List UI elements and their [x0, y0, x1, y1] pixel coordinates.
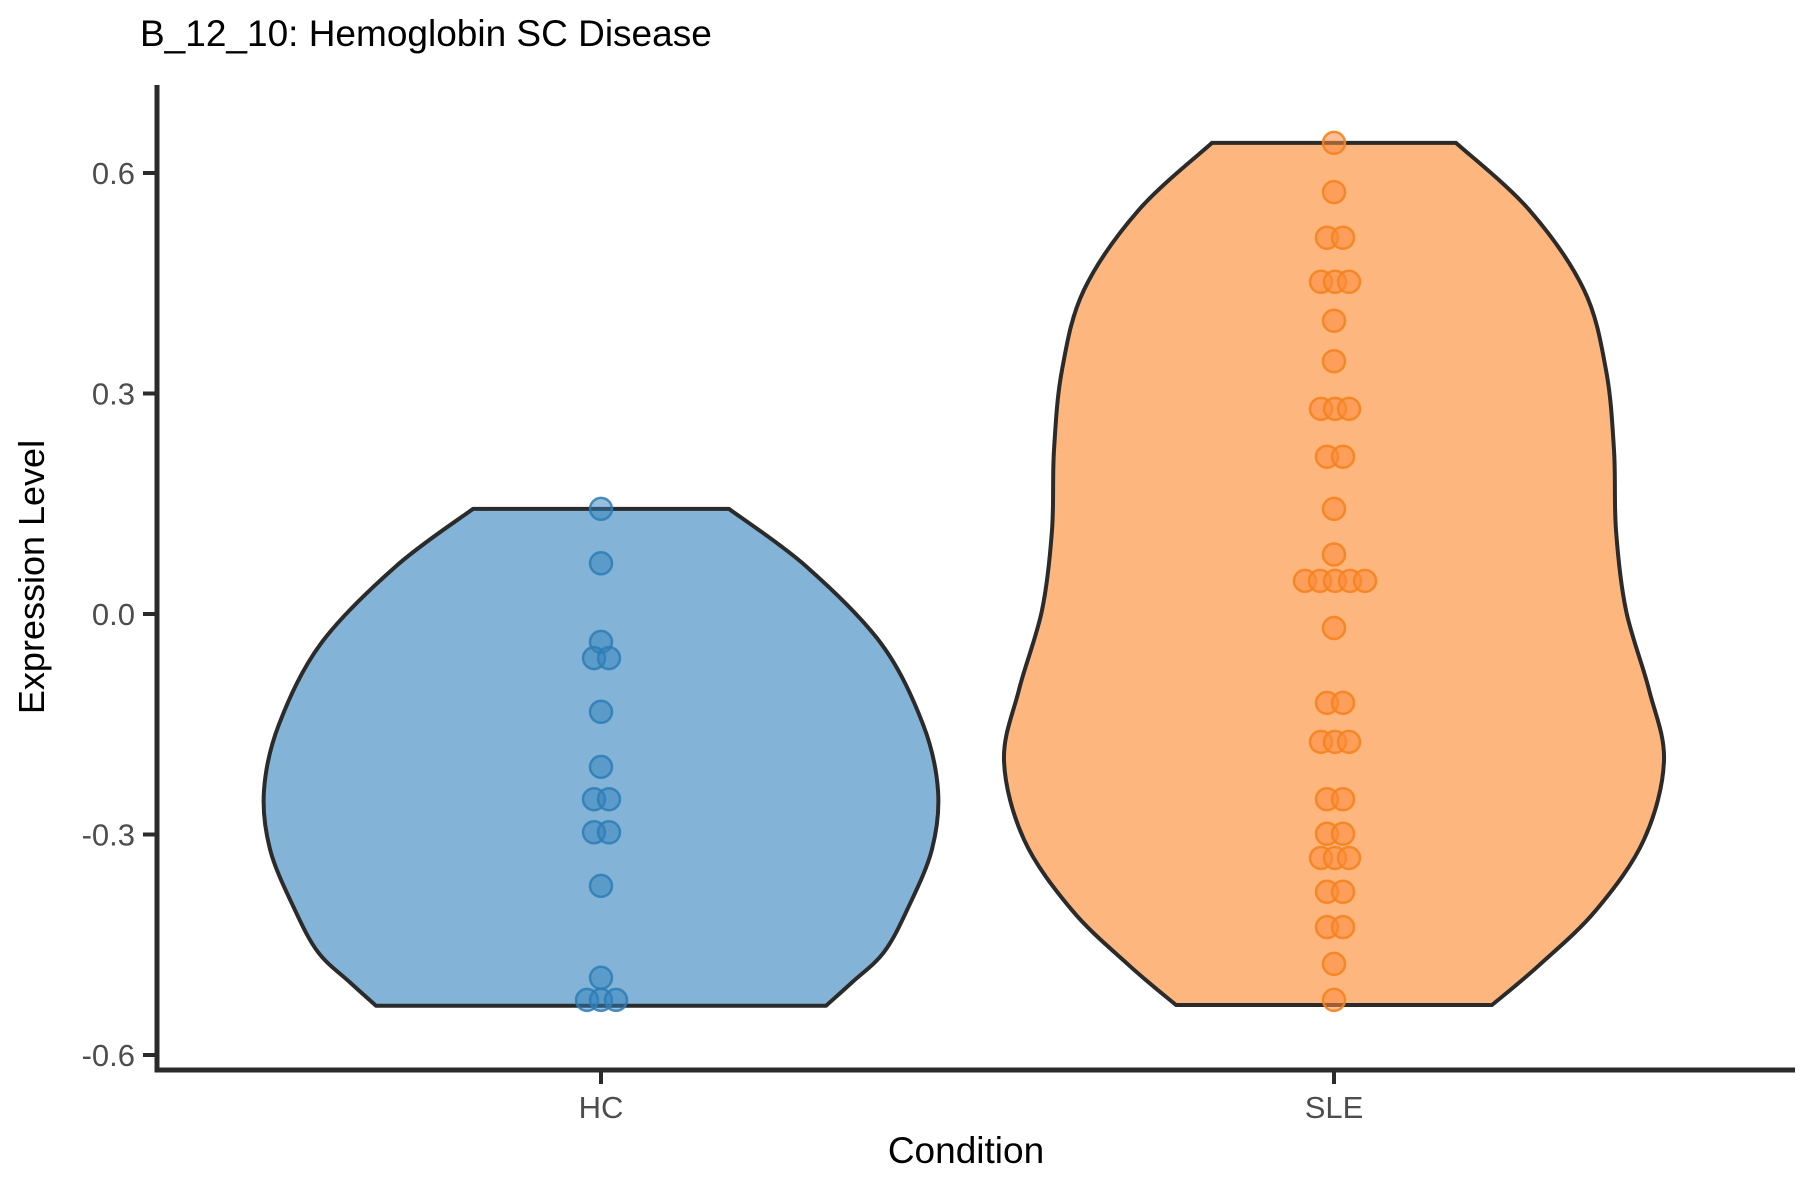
data-point-sle	[1336, 269, 1362, 295]
data-point-sle	[1321, 348, 1347, 374]
y-axis-title: Expression Level	[11, 440, 52, 714]
data-point-sle	[1321, 951, 1347, 977]
data-point-sle	[1330, 225, 1356, 250]
data-point-hc	[588, 699, 614, 725]
data-point-sle	[1321, 987, 1347, 1013]
data-point-hc	[596, 786, 622, 812]
data-point-hc	[588, 873, 614, 899]
x-tick-label-hc: HC	[579, 1090, 624, 1125]
data-point-hc	[596, 645, 622, 671]
y-tick-label: 0.6	[92, 156, 135, 191]
y-tick-label: 0.3	[92, 377, 135, 412]
y-tick-label: 0.0	[92, 597, 135, 632]
data-point-hc	[603, 987, 629, 1013]
points-layer	[574, 130, 1378, 1013]
tick-labels-layer: 0.6 0.3 0.0 -0.3 -0.6 HC SLE	[82, 156, 1364, 1125]
data-point-sle	[1352, 568, 1378, 594]
data-point-sle	[1321, 179, 1347, 205]
x-tick-label-sle: SLE	[1305, 1090, 1364, 1125]
data-point-sle	[1330, 444, 1356, 469]
data-point-hc	[588, 496, 614, 522]
data-point-sle	[1330, 786, 1356, 812]
data-point-sle	[1330, 821, 1356, 847]
y-tick-label: -0.3	[82, 818, 135, 853]
data-point-sle	[1336, 396, 1362, 422]
data-point-hc	[588, 551, 614, 576]
chart-title: B_12_10: Hemoglobin SC Disease	[140, 13, 712, 54]
data-point-hc	[588, 965, 614, 991]
data-point-sle	[1330, 914, 1356, 940]
data-point-sle	[1336, 729, 1362, 755]
data-point-sle	[1330, 879, 1356, 905]
data-point-sle	[1321, 308, 1347, 333]
data-point-sle	[1321, 615, 1347, 641]
data-point-sle	[1321, 130, 1347, 156]
data-point-hc	[588, 754, 614, 780]
axes-layer	[143, 85, 1795, 1084]
data-point-sle	[1321, 542, 1347, 567]
x-axis-title: Condition	[888, 1130, 1044, 1171]
y-tick-label: -0.6	[82, 1038, 135, 1073]
violins-layer	[261, 140, 1667, 1008]
data-point-sle	[1330, 690, 1356, 716]
data-point-sle	[1321, 496, 1347, 522]
data-point-hc	[596, 820, 622, 845]
data-point-sle	[1336, 845, 1362, 871]
